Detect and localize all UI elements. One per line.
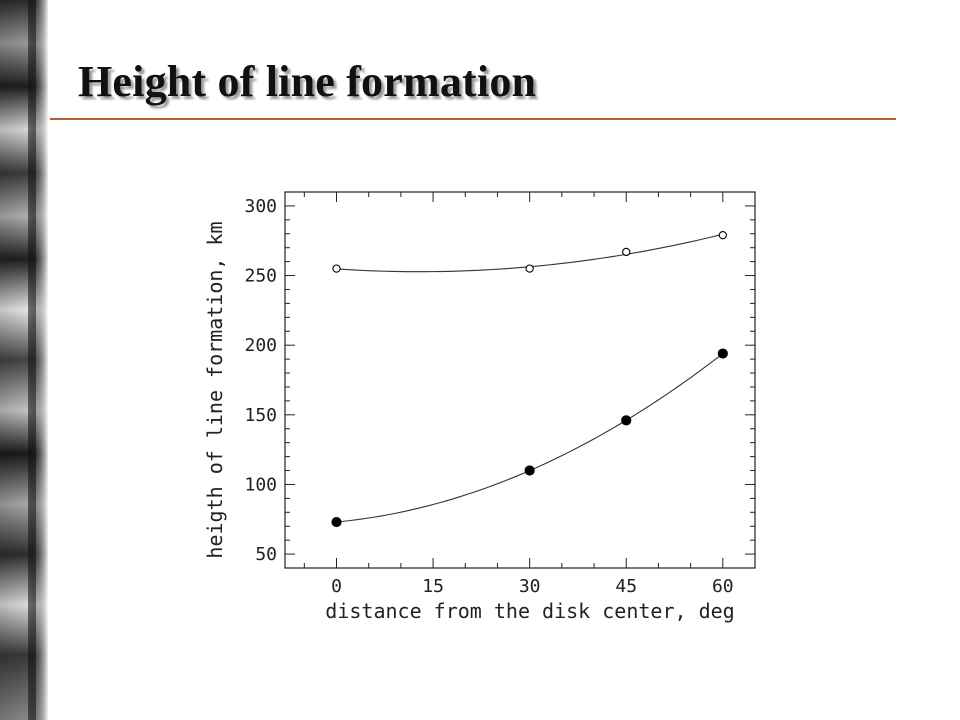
x-tick-label: 0 (331, 576, 342, 597)
x-axis-label: distance from the disk center, deg (325, 599, 734, 623)
series-2-point (524, 465, 535, 476)
series-2-point (717, 348, 728, 359)
y-tick-label: 200 (244, 335, 277, 356)
y-tick-label: 300 (244, 196, 277, 217)
title-underline (50, 118, 896, 120)
plot-frame (284, 191, 756, 569)
y-tick-label: 150 (244, 405, 277, 426)
x-tick-label: 45 (615, 576, 637, 597)
series-1-point (332, 264, 341, 273)
series-1-point (622, 247, 631, 257)
y-tick-label: 100 (244, 474, 277, 495)
x-tick-label: 15 (422, 576, 444, 597)
x-tick-label: 30 (519, 576, 541, 597)
y-tick-label: 250 (244, 266, 277, 287)
series-1-point (718, 231, 727, 240)
series-2-point (331, 516, 342, 528)
y-tick-label: 50 (255, 544, 277, 565)
series-2-point (621, 415, 632, 426)
series-1-point (525, 264, 534, 273)
decorative-film-stripe (0, 0, 48, 720)
series-2-fit-curve (336, 353, 724, 523)
x-tick-label: 60 (712, 576, 734, 597)
slide-title: Height of line formation (78, 57, 537, 106)
y-axis-label: heigth of line formation, km (203, 221, 227, 558)
